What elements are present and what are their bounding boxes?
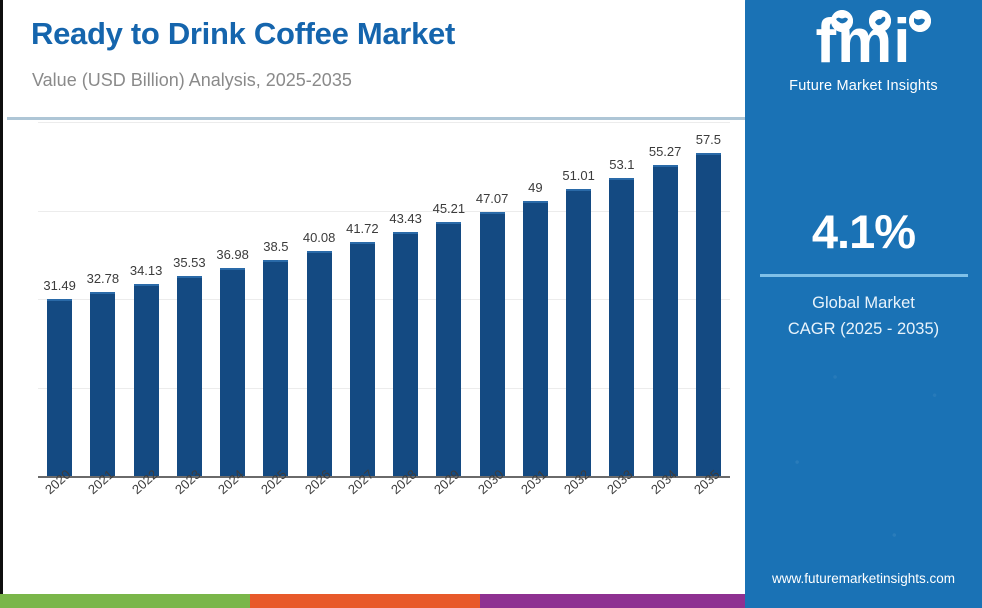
bar-series: 31.49 32.78 34.13 35.53 36.98 38.5 40.08 41.72 4… [38,122,730,478]
bottom-color-strip [0,594,982,608]
bar-group: 31.49 [38,122,81,476]
bar-value-label: 40.08 [302,229,336,245]
bar-group: 40.08 [298,122,341,476]
bar-value-label: 45.21 [432,200,466,216]
strip-segment-purple [480,594,745,608]
cagr-divider [759,274,968,277]
globe-americas-icon [830,10,853,32]
brand-panel: fmi [745,0,982,608]
globe-asia-icon [868,10,891,32]
cagr-callout: 4.1% Global Market CAGR (2025 - 2035) [745,208,982,342]
x-axis-line [38,476,730,478]
bar[interactable] [522,200,548,476]
bar[interactable] [133,284,159,476]
bar-value-label: 32.78 [86,270,120,286]
bar-value-label: 41.72 [346,220,379,236]
bar-value-label: 34.13 [129,263,163,279]
bar-value-label: 38.5 [263,238,289,254]
header-divider [7,117,745,120]
bar-value-label: 57.5 [695,131,722,147]
globe-europe-icon [908,10,931,32]
page-subtitle: Value (USD Billion) Analysis, 2025-2035 [32,70,352,90]
bar-group: 51.01 [557,122,600,476]
bar-value-label: 36.98 [216,247,249,263]
bar-group: 41.72 [341,122,384,476]
strip-segment-green [0,594,250,608]
bar-group: 38.5 [254,122,297,476]
bar-group: 34.13 [125,122,168,476]
bar[interactable] [263,259,289,476]
gridline [38,299,730,300]
bar-group: 45.21 [427,122,470,476]
cagr-caption-line2: CAGR (2025 - 2035) [787,319,940,338]
gridline [38,210,730,212]
bar-group: 36.98 [211,122,254,476]
bar[interactable] [566,189,592,476]
bar[interactable] [47,299,73,476]
bar-group: 55.27 [644,122,687,476]
bar-group: 53.1 [600,122,643,476]
gridline [38,122,730,123]
plot-area: 31.49 32.78 34.13 35.53 36.98 38.5 40.08 41.72 4… [3,122,748,594]
bar-group: 32.78 [81,122,124,476]
bar-value-label: 35.53 [173,255,206,271]
strip-segment-orange [250,594,480,608]
bar-value-label: 49 [528,179,543,195]
bar-group: 49 [514,122,557,476]
page-title: Ready to Drink Coffee Market [31,16,455,51]
bar[interactable] [695,152,721,476]
bar-value-label: 31.49 [43,278,76,294]
gridline [38,387,730,389]
bar[interactable] [220,268,246,476]
bar-value-label: 43.43 [389,210,422,226]
bar-value-label: 53.1 [609,156,635,172]
bar-group: 43.43 [384,122,427,476]
bar-group: 57.5 [687,122,730,476]
bar-value-label: 51.01 [562,168,595,184]
bar[interactable] [90,291,116,476]
bar[interactable] [436,221,462,476]
brand-website-url: www.futuremarketinsights.com [771,571,956,586]
cagr-caption-line1: Global Market [812,294,915,312]
bar[interactable] [306,250,332,476]
bar[interactable] [176,276,202,476]
strip-segment-blue [745,594,982,608]
bar-group: 47.07 [471,122,514,476]
cagr-value: 4.1% [811,205,916,258]
logo-mark: fmi [773,8,955,76]
bar[interactable] [479,211,505,476]
bar-group: 35.53 [168,122,211,476]
bar[interactable] [609,177,635,476]
bar-value-label: 47.07 [475,190,509,206]
logo-tagline: Future Market Insights [789,78,938,94]
bar-value-label: 55.27 [648,144,682,160]
bar[interactable] [349,241,375,476]
bar[interactable] [652,165,678,476]
chart-header: Ready to Drink Coffee Market Value (USD … [3,0,748,120]
fmi-logo: fmi [745,8,982,95]
bar[interactable] [393,231,419,476]
chart-panel: Ready to Drink Coffee Market Value (USD … [0,0,748,594]
